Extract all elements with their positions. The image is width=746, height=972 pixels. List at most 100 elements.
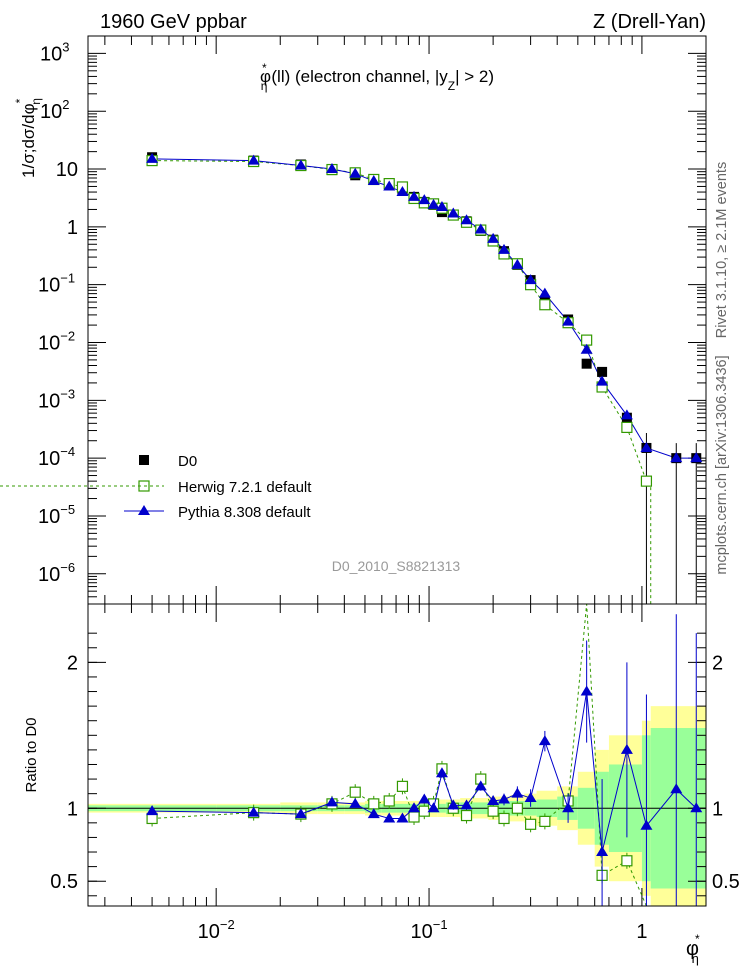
pythia-ratio-point [620,743,633,754]
y-tick-label: 10−5 [38,502,75,528]
pythia-point [538,287,551,298]
data-marks [146,152,703,907]
pythia-point [247,154,260,165]
pythia-ratio-point [511,787,524,798]
x-tick-label: 10−1 [411,917,448,943]
legend: D0 Herwig 7.2.1 default Pythia 8.308 def… [0,453,312,521]
y-tick-label: 10−6 [38,560,75,586]
x-axis-label: φ* η [686,932,700,966]
pythia-point [524,274,537,285]
pythia-point [396,186,409,197]
pythia-ratio-point [427,802,440,813]
ratio-tick-label-right: 2 [712,652,723,674]
pythia-point [383,180,396,191]
herwig-ratio-point [396,780,409,792]
y-tick-label: 10−2 [38,328,75,354]
pythia-point [146,152,159,163]
pythia-point [690,452,703,463]
pythia-point [325,163,338,174]
herwig-ratio-point [539,815,551,827]
d0-point [597,366,608,377]
pythia-ratio-point [247,806,260,817]
chart-title: φ* η (ll) (electron channel, |yZ| > 2) [260,61,494,93]
herwig-point [621,421,633,434]
pythia-point [474,223,487,234]
legend-label-d0: D0 [178,453,197,470]
pythia-point [367,175,380,186]
legend-marker-d0 [139,455,149,465]
pythia-ratio-point [349,797,362,808]
rivet-label: Rivet 3.1.10, ≥ 2.1M events [714,162,730,338]
y-tick-label: 10−1 [38,271,75,297]
pythia-ratio-point [435,767,448,778]
pythia-point [294,159,307,170]
herwig-point [539,299,551,311]
pythia-ratio-point [640,819,653,830]
herwig-ratio-point [460,809,473,822]
pythia-ratio-point [690,802,703,813]
pythia-point [562,315,575,326]
pythia-point [418,194,431,205]
x-tick-label: 1 [636,921,647,943]
y-tick-label: 10−3 [38,386,75,412]
herwig-ratio-point [498,812,510,825]
y-tick-label: 102 [40,97,69,123]
pythia-ratio-point [460,799,473,810]
ratio-tick-label: 2 [67,652,78,674]
pythia-point [511,258,524,269]
herwig-ratio-point [383,795,395,807]
herwig-point [640,475,653,487]
pythia-ratio-point [596,846,609,857]
pythia-ratio-point [498,793,511,804]
pythia-ratio-point [487,794,500,805]
pythia-ratio-point [538,735,551,746]
ratio-tick-label-right: 1 [712,798,723,820]
pythia-ratio-point [146,805,159,816]
pythia-point [580,343,593,354]
herwig-point [581,334,593,346]
analysis-id: D0_2010_S8821313 [332,558,461,574]
y-tick-label: 1 [67,217,78,239]
herwig-ratio-point [368,798,380,810]
pythia-ratio-point [408,802,421,813]
mcplots-label: mcplots.cern.ch [arXiv:1306.3436] [714,355,730,574]
herwig-ratio-line [152,603,647,907]
d0-point [581,358,592,369]
legend-label-pythia: Pythia 8.308 default [178,504,311,521]
legend-label-herwig: Herwig 7.2.1 default [178,479,312,496]
pythia-point [670,452,683,463]
herwig-ratio-point [418,805,430,817]
pythia-ratio-point [396,812,409,823]
pythia-point [427,198,440,209]
pythia-ratio-point [562,802,575,813]
header-left: 1960 GeV ppbar [100,11,247,33]
pythia-point [408,190,421,201]
herwig-ratio-point [487,805,499,817]
y-axis-label-bottom: Ratio to D0 [23,717,40,792]
pythia-point [447,207,460,218]
pythia-point [349,167,362,178]
herwig-ratio-point [408,811,420,823]
herwig-ratio-point [525,818,537,830]
legend-marker-pythia [138,505,150,515]
pythia-point [460,214,473,225]
pythia-ratio-point [524,792,537,803]
axis-ticks: 10−2 10−1 1 10−6 10−5 10−4 10−3 10−2 10−1 1 10 102 1… [38,36,740,943]
pythia-ratio-point [580,685,593,696]
pythia-point [620,409,633,420]
ratio-tick-label: 0.5 [50,871,78,893]
pythia-ratio-point [670,783,683,794]
legend-marker-herwig [138,480,150,492]
pythia-point [435,201,448,212]
pythia-ratio-point [418,793,431,804]
pythia-point [640,441,653,452]
ratio-tick-label-right: 0.5 [712,871,740,893]
pythia-point [498,243,511,254]
x-tick-label: 10−2 [198,917,235,943]
y-tick-label: 103 [40,39,69,65]
y-axis-label-top: 1/σ;dσ/dφ* η [13,98,43,178]
pythia-ratio-point [367,808,380,819]
pythia-ratio-point [294,808,307,819]
herwig-ratio-point [621,855,633,867]
